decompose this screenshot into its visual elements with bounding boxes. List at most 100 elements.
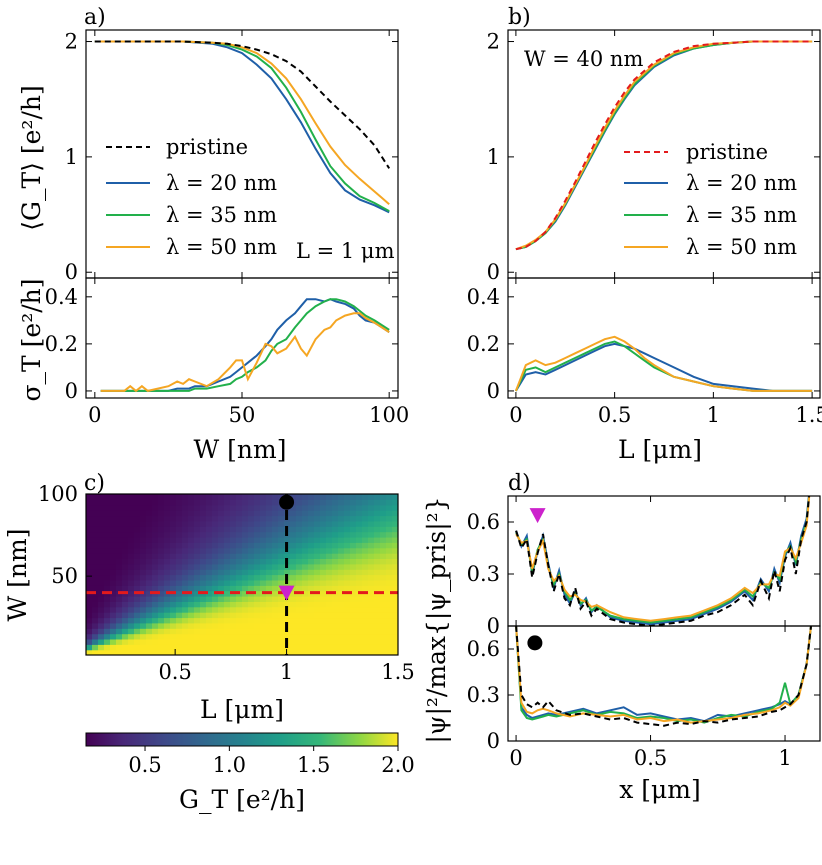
heatmap-cell bbox=[380, 558, 387, 565]
heatmap-cell bbox=[374, 547, 381, 554]
heatmap-cell bbox=[92, 515, 99, 522]
heatmap-cell bbox=[350, 622, 357, 629]
heatmap-cell bbox=[320, 553, 327, 559]
heatmap-cell bbox=[338, 585, 345, 592]
heatmap-cell bbox=[332, 563, 339, 570]
heatmap-cell bbox=[272, 504, 279, 511]
heatmap-cell bbox=[158, 520, 165, 527]
heatmap-cell bbox=[134, 628, 141, 635]
heatmap-cell bbox=[266, 649, 273, 655]
heatmap-cell bbox=[290, 633, 297, 640]
heatmap-cell bbox=[320, 590, 327, 597]
heatmap-cell bbox=[182, 520, 189, 527]
heatmap-cell bbox=[200, 596, 207, 602]
legend-a: pristine λ = 20 nm λ = 35 nm λ = 50 nm bbox=[106, 135, 277, 259]
heatmap-cell bbox=[200, 499, 207, 506]
heatmap-cell bbox=[164, 569, 171, 576]
heatmap-cell bbox=[326, 633, 333, 640]
ytick-label: 2 bbox=[65, 30, 78, 54]
heatmap-cell bbox=[350, 601, 357, 608]
heatmap-cell bbox=[386, 596, 393, 602]
heatmap-cell bbox=[98, 585, 105, 592]
heatmap-cell bbox=[308, 510, 315, 517]
heatmap-cell bbox=[302, 628, 309, 635]
heatmap-cell bbox=[116, 617, 123, 624]
heatmap-cell bbox=[302, 563, 309, 570]
heatmap-cell bbox=[110, 542, 117, 549]
heatmap-cell bbox=[140, 606, 147, 613]
heatmap-cell bbox=[350, 531, 357, 538]
heatmap-cell bbox=[92, 612, 99, 619]
heatmap-cell bbox=[248, 569, 255, 576]
heatmap-cell bbox=[110, 612, 117, 619]
heatmap-cell bbox=[140, 558, 147, 565]
heatmap-cell bbox=[110, 633, 117, 640]
heatmap-cell bbox=[146, 601, 153, 608]
heatmap-cell bbox=[128, 585, 135, 592]
heatmap-cell bbox=[128, 649, 135, 655]
heatmap-cell bbox=[170, 574, 177, 581]
heatmap-cell bbox=[380, 531, 387, 538]
heatmap-cell bbox=[158, 579, 165, 586]
heatmap-cell bbox=[236, 536, 243, 543]
heatmap-cell bbox=[266, 499, 273, 506]
series-group bbox=[515, 626, 813, 727]
heatmap-cell bbox=[218, 526, 225, 533]
heatmap-cell bbox=[152, 510, 159, 517]
heatmap-cell bbox=[188, 628, 195, 635]
heatmap-cell bbox=[116, 563, 123, 570]
heatmap-cell bbox=[218, 504, 225, 511]
heatmap-cell bbox=[338, 574, 345, 581]
heatmap-cell bbox=[272, 499, 279, 506]
heatmap-cell bbox=[98, 628, 105, 635]
heatmap-cell bbox=[374, 606, 381, 613]
heatmap-cell bbox=[182, 579, 189, 586]
heatmap-cell bbox=[98, 606, 105, 613]
legend-b-l20: λ = 20 nm bbox=[686, 171, 797, 195]
heatmap-cell bbox=[356, 553, 363, 559]
heatmap-cell bbox=[236, 606, 243, 613]
heatmap-cell bbox=[86, 547, 93, 554]
heatmap-cell bbox=[188, 515, 195, 522]
heatmap-cell bbox=[122, 510, 129, 517]
heatmap-cell bbox=[308, 601, 315, 608]
heatmap-cell bbox=[296, 569, 303, 576]
heatmap-cell bbox=[128, 563, 135, 570]
heatmap-cell bbox=[104, 520, 111, 527]
heatmap-cell bbox=[302, 536, 309, 543]
heatmap-cell bbox=[386, 574, 393, 581]
heatmap-cell bbox=[206, 638, 213, 645]
heatmap-cell bbox=[170, 606, 177, 613]
heatmap-cell bbox=[314, 617, 321, 624]
heatmap-cell bbox=[374, 569, 381, 576]
heatmap-cell bbox=[170, 504, 177, 511]
heatmap-cell bbox=[146, 612, 153, 619]
heatmap-cell bbox=[224, 515, 231, 522]
heatmap-cell bbox=[296, 563, 303, 570]
heatmap-cell bbox=[344, 649, 351, 655]
heatmap-cell bbox=[332, 622, 339, 629]
heatmap-cell bbox=[182, 606, 189, 613]
heatmap-cell bbox=[374, 542, 381, 549]
heatmap-cell bbox=[314, 542, 321, 549]
heatmap-cell bbox=[176, 622, 183, 629]
heatmap-cell bbox=[344, 617, 351, 624]
panel-label-d: d) bbox=[508, 471, 531, 496]
heatmap-cell bbox=[278, 536, 285, 543]
heatmap-cell bbox=[380, 526, 387, 533]
heatmap-cell bbox=[92, 622, 99, 629]
heatmap-cell bbox=[152, 622, 159, 629]
heatmap-cell bbox=[194, 638, 201, 645]
ytick-label: 0 bbox=[487, 260, 500, 284]
heatmap-cell bbox=[104, 510, 111, 517]
heatmap-cell bbox=[308, 617, 315, 624]
heatmap-cell bbox=[368, 622, 375, 629]
heatmap-cell bbox=[326, 510, 333, 517]
heatmap-cell bbox=[350, 547, 357, 554]
heatmap-cell bbox=[236, 638, 243, 645]
heatmap-cell bbox=[344, 638, 351, 645]
heatmap-cell bbox=[350, 499, 357, 506]
heatmap-cell bbox=[92, 617, 99, 624]
heatmap-cell bbox=[218, 612, 225, 619]
heatmap-cell bbox=[302, 644, 309, 651]
